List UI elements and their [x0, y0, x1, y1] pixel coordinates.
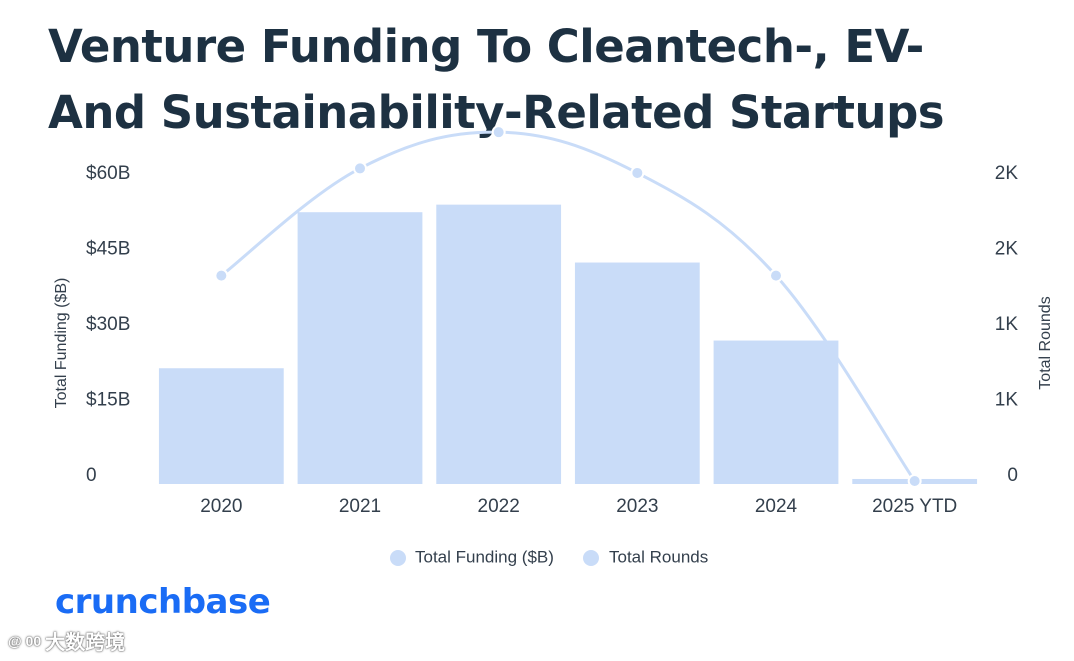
watermark-text: 大数跨境 [45, 632, 126, 654]
funding-bar [436, 204, 562, 484]
right-axis-tick-label: 1K [995, 390, 1019, 411]
funding-bar [297, 212, 423, 484]
left-axis-tick-label: 0 [86, 465, 97, 486]
x-axis-tick-label: 2022 [478, 496, 520, 517]
funding-bar [713, 340, 839, 484]
rounds-point [907, 473, 922, 488]
rounds-point [353, 161, 367, 176]
right-axis-tick-label: 0 [1007, 465, 1018, 486]
legend-rounds-label: Total Rounds [609, 547, 708, 566]
legend-rounds-marker [583, 550, 599, 566]
right-axis-title: Total Rounds [1037, 296, 1054, 389]
crunchbase-logo: crunchbase [55, 582, 271, 622]
x-axis-tick-label: 2024 [755, 496, 798, 517]
rounds-line [220, 130, 916, 482]
x-axis-tick-label: 2021 [339, 496, 381, 517]
rounds-point [769, 268, 783, 283]
left-axis-tick-label: $45B [86, 239, 130, 260]
rounds-point [491, 125, 506, 140]
watermark-icon: @ 00 [8, 632, 42, 649]
legend-funding-marker [390, 550, 406, 566]
funding-bar [574, 262, 700, 484]
left-axis-tick-label: $30B [86, 314, 130, 335]
rounds-point [214, 268, 229, 283]
watermark: @ 00 大数跨境 [8, 626, 125, 655]
chart-title-line-1: Venture Funding To Cleantech-, EV- [48, 20, 924, 73]
right-axis-tick-label: 2K [995, 163, 1019, 184]
rounds-point [630, 165, 645, 180]
left-axis-title: Total Funding ($B) [53, 278, 70, 409]
chart-title: Venture Funding To Cleantech-, EV- And S… [48, 14, 1048, 146]
x-axis-tick-label: 2023 [616, 496, 658, 517]
left-axis-tick-label: $15B [86, 390, 130, 411]
funding-bar [158, 368, 284, 484]
x-axis-tick-label: 2020 [200, 496, 242, 517]
left-axis-tick-label: $60B [86, 163, 130, 184]
right-axis-tick-label: 1K [995, 314, 1019, 335]
x-axis-tick-label: 2025 YTD [872, 496, 957, 517]
right-axis-tick-label: 2K [995, 239, 1019, 260]
legend-funding-label: Total Funding ($B) [415, 547, 554, 566]
